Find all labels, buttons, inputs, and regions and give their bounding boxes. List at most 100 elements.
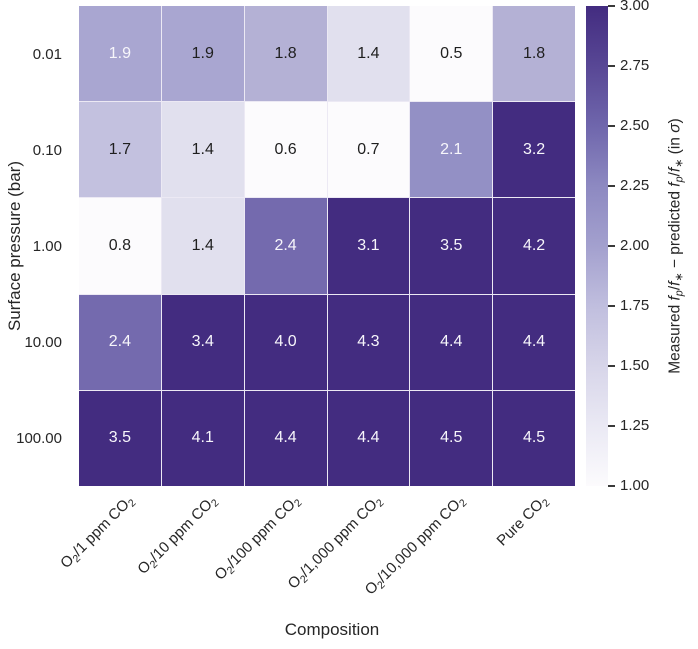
text-segment: ∗ <box>673 158 686 168</box>
colorbar-tick <box>608 305 615 307</box>
heatmap-cell: 4.0 <box>244 294 327 390</box>
cell-value: 2.4 <box>274 236 297 254</box>
cell-value: 1.4 <box>191 140 214 158</box>
cell-value: 4.4 <box>440 333 463 351</box>
cell-value: 2.1 <box>440 140 463 158</box>
colorbar-tick <box>608 425 615 427</box>
text-segment: ∗ <box>673 272 686 282</box>
heatmap-cell: 4.4 <box>493 294 575 390</box>
cell-value: 3.2 <box>522 140 546 158</box>
text-segment: /1,000 ppm CO <box>297 496 382 581</box>
colorbar-tick-label: 2.50 <box>620 117 650 134</box>
text-segment: ) <box>666 118 684 124</box>
cell-value: 3.4 <box>191 333 214 351</box>
cell-value: 1.7 <box>108 140 132 158</box>
cell-value: 2.4 <box>108 333 132 351</box>
colorbar-tick <box>608 125 615 127</box>
heatmap-cell: 4.5 <box>410 390 493 486</box>
text-segment: /10 ppm CO <box>146 496 216 566</box>
text-segment: f <box>666 296 684 301</box>
colorbar-tick-label: 1.50 <box>620 357 650 374</box>
text-segment: (in <box>666 132 684 159</box>
colorbar-gradient <box>586 6 608 486</box>
text-segment: f <box>666 182 684 187</box>
x-tick-label: O2/10 ppm CO2 <box>134 492 221 579</box>
heatmap-cell: 2.1 <box>410 102 493 198</box>
cell-value: 1.4 <box>191 236 214 254</box>
heatmap-cell: 3.5 <box>410 198 493 294</box>
heatmap-cell: 1.4 <box>161 198 244 294</box>
heatmap-cell: 3.5 <box>79 390 161 486</box>
x-axis-label: Composition <box>284 620 380 639</box>
heatmap-cell: 3.1 <box>327 198 410 294</box>
heatmap-cell: 2.4 <box>79 294 161 390</box>
cell-value: 4.5 <box>522 429 546 447</box>
text-segment: / <box>666 172 684 177</box>
heatmap-cell: 4.4 <box>410 294 493 390</box>
cell-value: 1.8 <box>274 44 297 62</box>
text-segment: Pure CO <box>493 496 547 550</box>
colorbar-tick-label: 1.25 <box>620 417 650 434</box>
text-segment: − predicted <box>666 186 684 273</box>
x-tick-label: Pure CO2 <box>493 492 552 551</box>
colorbar-tick-label: 2.75 <box>620 57 650 74</box>
heatmap-cell: 3.2 <box>493 102 575 198</box>
text-segment: Measured <box>666 300 684 374</box>
colorbar-tick <box>608 245 615 247</box>
heatmap-cell: 0.8 <box>79 198 161 294</box>
cell-value: 0.5 <box>440 44 463 62</box>
cell-value: 0.7 <box>357 140 380 158</box>
cell-value: 1.8 <box>522 44 546 62</box>
colorbar-tick <box>608 185 615 187</box>
y-tick-label: 10.00 <box>24 333 62 351</box>
cell-value: 4.2 <box>522 236 546 254</box>
colorbar-tick-label: 2.25 <box>620 177 650 194</box>
colorbar-tick-label: 3.00 <box>620 0 650 14</box>
x-tick-label: O2/1 ppm CO2 <box>58 492 139 573</box>
heatmap-cell: 1.8 <box>244 6 327 102</box>
text-segment: /10,000 ppm CO <box>374 496 464 586</box>
cell-value: 0.6 <box>274 140 297 158</box>
heatmap-cell: 4.3 <box>327 294 410 390</box>
heatmap-cell: 0.5 <box>410 6 493 102</box>
heatmap-cell: 4.1 <box>161 390 244 486</box>
heatmap-cell: 4.2 <box>493 198 575 294</box>
heatmap-cell: 1.9 <box>161 6 244 102</box>
colorbar-tick <box>608 65 615 67</box>
cell-value: 4.4 <box>274 429 297 447</box>
heatmap-cell: 4.4 <box>244 390 327 486</box>
text-segment: /100 ppm CO <box>223 496 299 572</box>
heatmap-cell: 0.6 <box>244 102 327 198</box>
cell-value: 0.8 <box>108 236 132 254</box>
cell-value: 3.1 <box>357 236 380 254</box>
y-tick-label: 0.01 <box>32 45 62 63</box>
colorbar-tick-label: 1.00 <box>620 477 650 494</box>
cell-value: 4.0 <box>274 333 297 351</box>
y-tick-label: 100.00 <box>16 429 62 447</box>
heatmap-cell: 2.4 <box>244 198 327 294</box>
text-segment: p <box>673 290 686 297</box>
colorbar-tick <box>608 365 615 367</box>
cell-value: 4.1 <box>191 429 214 447</box>
colorbar-label: Measured fp/f∗ − predicted fp/f∗ (in σ) <box>666 118 685 373</box>
heatmap-cell: 4.4 <box>327 390 410 486</box>
y-tick-labels: 0.01 0.10 1.00 10.00 100.00 <box>0 6 64 486</box>
colorbar-tick <box>608 485 615 487</box>
text-segment: f <box>666 167 684 173</box>
cell-value: 4.4 <box>522 333 546 351</box>
text-segment: /1 ppm CO <box>69 496 134 560</box>
heatmap-cell: 3.4 <box>161 294 244 390</box>
cell-value: 3.5 <box>108 429 132 447</box>
heatmap-cell: 4.5 <box>493 390 575 486</box>
text-segment: / <box>666 285 684 291</box>
heatmap-cell: 1.8 <box>493 6 575 102</box>
x-tick-label: O2/100 ppm CO2 <box>211 492 304 585</box>
heatmap-cell: 0.7 <box>327 102 410 198</box>
cell-value: 4.3 <box>357 333 380 351</box>
heatmap-grid: 1.9 1.9 1.8 1.4 0.5 1.8 1.7 1.4 0.6 0.7 2.1 3.2 0.8 1… <box>79 6 575 486</box>
y-tick-label: 0.10 <box>32 141 62 159</box>
colorbar-tick-label: 1.75 <box>620 297 650 314</box>
text-segment: σ <box>666 123 684 133</box>
colorbar-tick <box>608 5 615 7</box>
